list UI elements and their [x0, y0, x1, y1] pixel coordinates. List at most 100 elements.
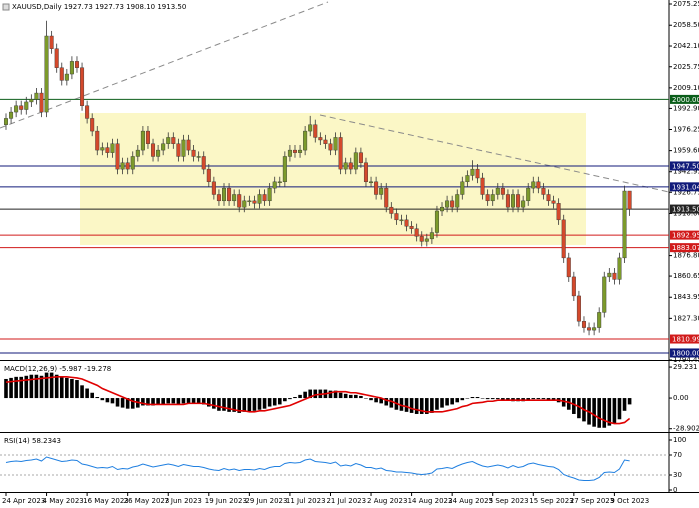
- macd-bar: [217, 398, 221, 411]
- macd-bar: [201, 398, 206, 405]
- candle-body: [561, 219, 566, 259]
- candle-body: [308, 124, 313, 132]
- candle-body: [536, 181, 541, 189]
- macd-bar: [151, 398, 155, 406]
- y-tick-label: 30: [673, 471, 682, 479]
- candle-body: [495, 187, 500, 195]
- macd-bar: [171, 398, 176, 404]
- candle-body: [125, 162, 130, 170]
- macd-bar: [592, 398, 596, 427]
- macd-bar: [44, 372, 49, 399]
- candle-body: [627, 190, 632, 210]
- macd-bar: [4, 378, 8, 399]
- candle-body: [571, 276, 576, 297]
- candle-body: [282, 156, 287, 183]
- candle-body: [440, 206, 445, 212]
- macd-bar: [247, 398, 252, 412]
- candle-body: [222, 187, 227, 202]
- macd-bar: [34, 374, 39, 399]
- macd-bar: [232, 398, 236, 412]
- macd-bar: [369, 398, 373, 401]
- candle-body: [80, 67, 85, 106]
- macd-bar: [531, 398, 536, 400]
- macd-bar: [267, 398, 272, 407]
- price-level-box: [670, 204, 699, 214]
- macd-bar: [283, 398, 287, 402]
- candle-body: [105, 147, 110, 153]
- candle-body: [516, 194, 521, 208]
- candle-body: [292, 149, 297, 153]
- candle-body: [298, 149, 303, 153]
- x-tick-label: 24 Aug 2023: [448, 497, 493, 505]
- macd-bar: [414, 398, 419, 414]
- candle-body: [348, 162, 353, 170]
- macd-bar: [181, 398, 186, 404]
- price-level-label: 1892.95: [672, 232, 699, 240]
- price-level-box: [670, 348, 699, 358]
- candle-body: [262, 194, 267, 202]
- y-tick-label: 1876.80: [673, 252, 699, 260]
- macd-bar: [485, 398, 490, 400]
- macd-bar: [252, 398, 257, 411]
- macd-bar: [359, 395, 363, 399]
- candle-body: [460, 181, 465, 195]
- macd-name: MACD(12,26,9): [4, 365, 57, 373]
- candle-body: [115, 143, 120, 170]
- x-tick-label: 9 Oct 2023: [610, 497, 649, 505]
- candle-body: [140, 130, 145, 151]
- candle-body: [511, 194, 516, 208]
- y-tick-label: 2042.10: [673, 42, 699, 50]
- macd-bar: [288, 398, 292, 400]
- macd-bar: [237, 398, 242, 413]
- candle-body: [369, 181, 374, 184]
- candle-body: [145, 130, 150, 144]
- candle-body: [29, 99, 34, 103]
- y-tick-label: 2009.10: [673, 84, 699, 92]
- macd-bar: [186, 398, 191, 404]
- x-tick-label: 7 Jun 2023: [164, 497, 202, 505]
- x-tick-label: 2 Aug 2023: [367, 497, 407, 505]
- macd-bar: [80, 385, 84, 399]
- candle-body: [24, 101, 29, 110]
- y-tick-label: 2025.75: [673, 63, 699, 71]
- macd-value: -5.987: [59, 365, 82, 373]
- candle-body: [541, 187, 546, 195]
- macd-bar: [49, 372, 54, 399]
- signal-value: -19.278: [84, 365, 111, 373]
- macd-bar: [141, 398, 145, 406]
- candle-body: [257, 194, 262, 204]
- price-level-label: 1810.99: [672, 336, 699, 344]
- candle-body: [191, 149, 196, 157]
- price-level-label: 1931.04: [672, 183, 699, 191]
- candle-body: [206, 168, 211, 183]
- macd-label: MACD(12,26,9) -5.987 -19.278: [4, 365, 111, 373]
- macd-bar: [425, 398, 429, 414]
- candle-body: [546, 194, 551, 202]
- y-tick-label: 100: [673, 436, 686, 444]
- candle-body: [480, 177, 485, 195]
- macd-bar: [607, 398, 612, 426]
- candle-body: [617, 257, 622, 280]
- candle-body: [252, 200, 257, 204]
- candle-body: [196, 156, 201, 158]
- rsi-label: RSI(14) 58.2343: [4, 437, 61, 445]
- candle-body: [602, 276, 607, 313]
- macd-bar: [303, 391, 307, 399]
- candle-body: [338, 137, 343, 170]
- candle-body: [211, 181, 216, 195]
- macd-bar: [460, 398, 465, 401]
- candle-body: [34, 92, 39, 100]
- macd-bar: [207, 398, 211, 407]
- rsi-value: 58.2343: [32, 437, 61, 445]
- macd-bar: [176, 398, 181, 405]
- macd-bar: [130, 398, 135, 409]
- macd-bar: [602, 398, 607, 428]
- macd-bar: [14, 376, 18, 399]
- candle-body: [272, 181, 277, 189]
- candle-body: [9, 111, 14, 119]
- candle-body: [69, 61, 74, 75]
- macd-bar: [364, 398, 368, 399]
- macd-bar: [222, 398, 226, 411]
- macd-bar: [166, 398, 171, 404]
- candle-body: [450, 200, 455, 208]
